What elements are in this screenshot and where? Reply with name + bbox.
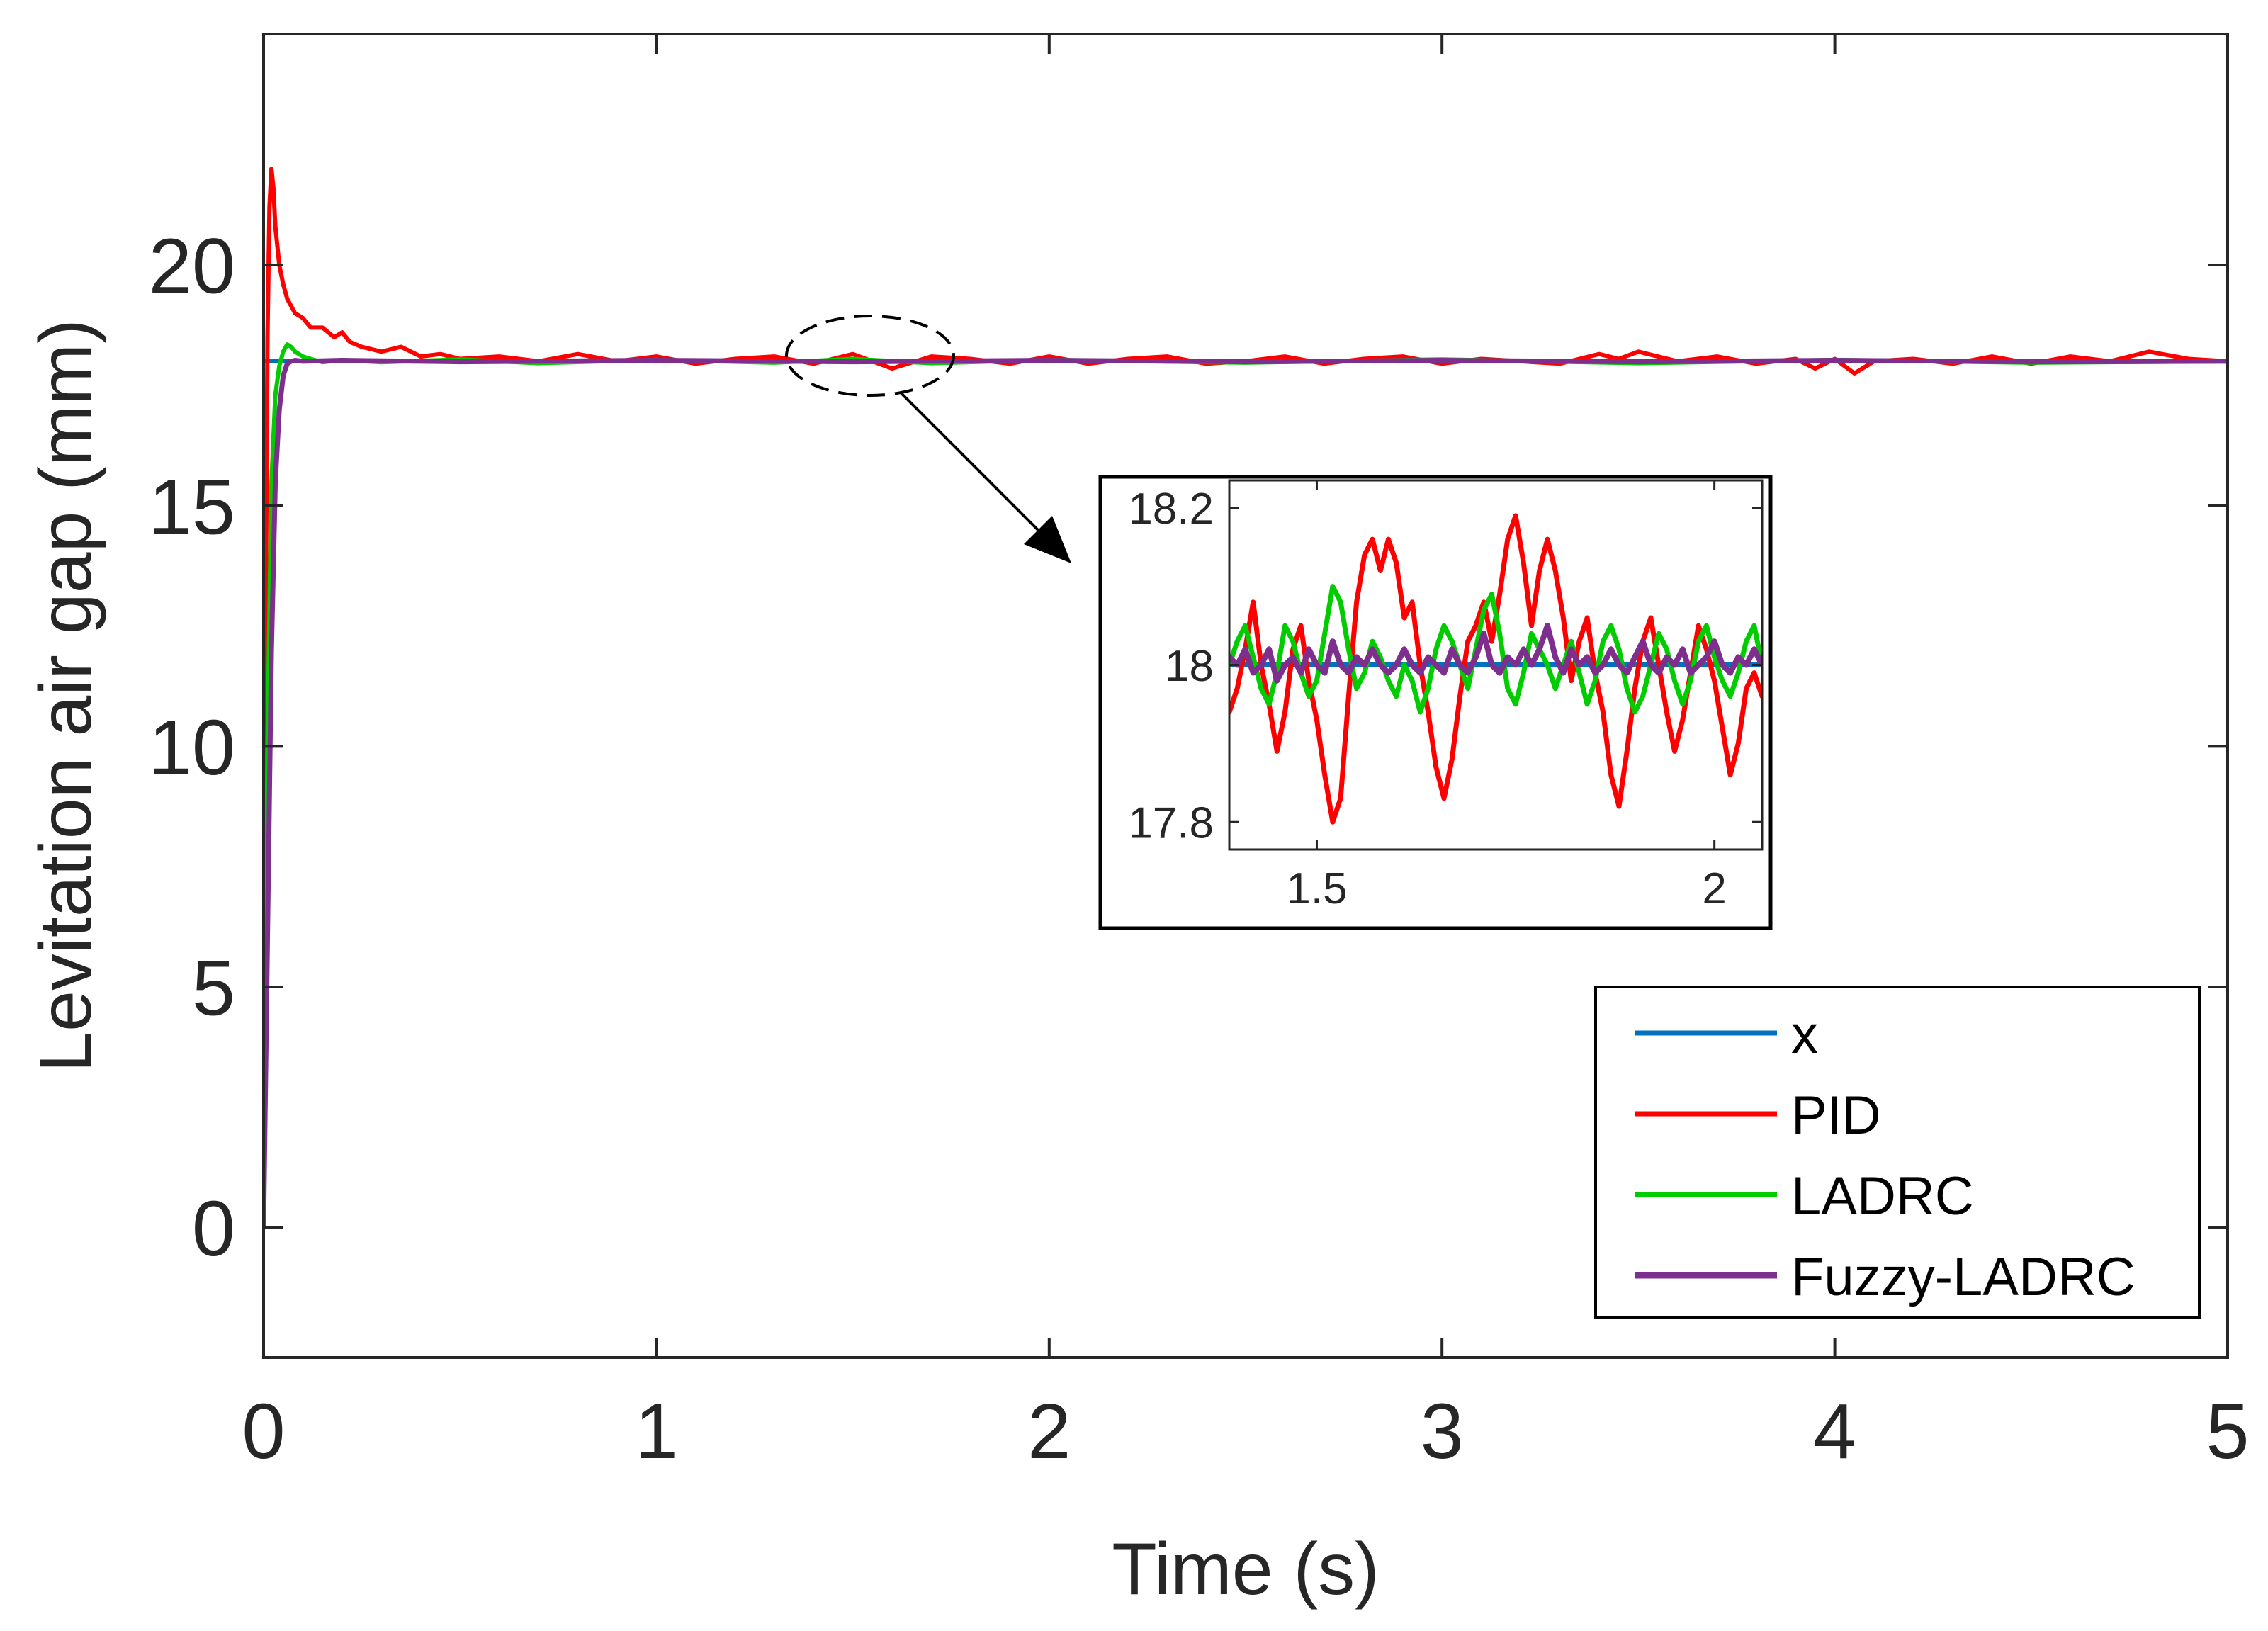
main-y-tick-label: 15 (149, 463, 235, 551)
inset-plot-frame (1228, 479, 1764, 851)
main-y-tick-label: 10 (149, 704, 235, 791)
legend-item-pid: PID (1635, 1085, 1881, 1146)
inset-x-tick-label: 2 (1702, 864, 1726, 913)
main-series-fuzzy-ladrc (264, 358, 2228, 1231)
legend-label-pid: PID (1791, 1085, 1881, 1146)
main-y-tick-label: 5 (192, 945, 235, 1032)
inset-series-fuzzy-ladrc (1229, 623, 1762, 684)
inset-y-tick-label: 18 (1165, 642, 1214, 691)
legend-label-ladrc: LADRC (1791, 1166, 1974, 1226)
legend-item-ladrc: LADRC (1635, 1166, 1974, 1226)
main-x-tick-label: 1 (635, 1388, 678, 1475)
inset-ticks-group: 1.5 2 17.8 18 18.2 (1128, 480, 1762, 913)
inset-box (1098, 475, 1773, 930)
main-x-tick-label: 2 (1027, 1388, 1071, 1475)
legend-item-fuzzy-ladrc: Fuzzy-LADRC (1635, 1247, 2136, 1307)
main-y-tick-label: 0 (192, 1185, 235, 1272)
main-x-tick-label: 4 (1813, 1388, 1856, 1475)
y-axis-title: Levitation air gap (mm) (25, 319, 107, 1073)
inset-series-ladrc (1229, 584, 1762, 715)
main-x-tick-label: 0 (242, 1388, 285, 1475)
inset-x-tick-label: 1.5 (1286, 864, 1347, 913)
legend-item-x: x (1635, 1005, 1818, 1065)
legend-box (1594, 986, 2201, 1319)
zoom-annotation (785, 315, 1071, 563)
inset-plot: 1.5 2 17.8 18 18.2 (1098, 475, 1773, 930)
zoom-arrow-line (900, 392, 1046, 538)
legend: x PID LADRC Fuzzy-LADRC (1594, 986, 2201, 1319)
legend-label-fuzzy-ladrc: Fuzzy-LADRC (1791, 1247, 2136, 1307)
main-ticks-group: 0 1 2 3 4 5 0 5 10 15 20 (149, 34, 2250, 1475)
zoom-ellipse (785, 315, 955, 397)
main-plot-frame (262, 33, 2229, 1359)
main-x-tick-label: 3 (1421, 1388, 1464, 1475)
inset-y-tick-label: 17.8 (1128, 799, 1214, 848)
main-x-tick-label: 5 (2206, 1388, 2249, 1475)
main-y-tick-label: 20 (149, 223, 235, 310)
inset-y-tick-label: 18.2 (1128, 485, 1214, 534)
inset-series-group (1229, 513, 1762, 825)
x-axis-title: Time (s) (1112, 1528, 1379, 1610)
zoom-arrowhead-icon (1024, 516, 1071, 563)
legend-label-x: x (1791, 1005, 1818, 1065)
